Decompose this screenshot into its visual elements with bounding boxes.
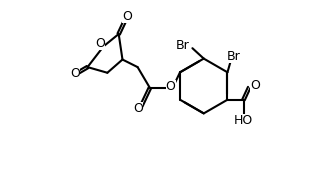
Text: O: O	[134, 102, 144, 115]
Text: O: O	[95, 37, 105, 50]
Text: O: O	[250, 79, 260, 92]
Text: O: O	[166, 81, 176, 93]
Text: O: O	[70, 67, 80, 80]
Text: HO: HO	[234, 114, 253, 127]
Text: Br: Br	[226, 50, 240, 63]
Text: Br: Br	[176, 39, 189, 52]
Text: O: O	[122, 10, 132, 22]
